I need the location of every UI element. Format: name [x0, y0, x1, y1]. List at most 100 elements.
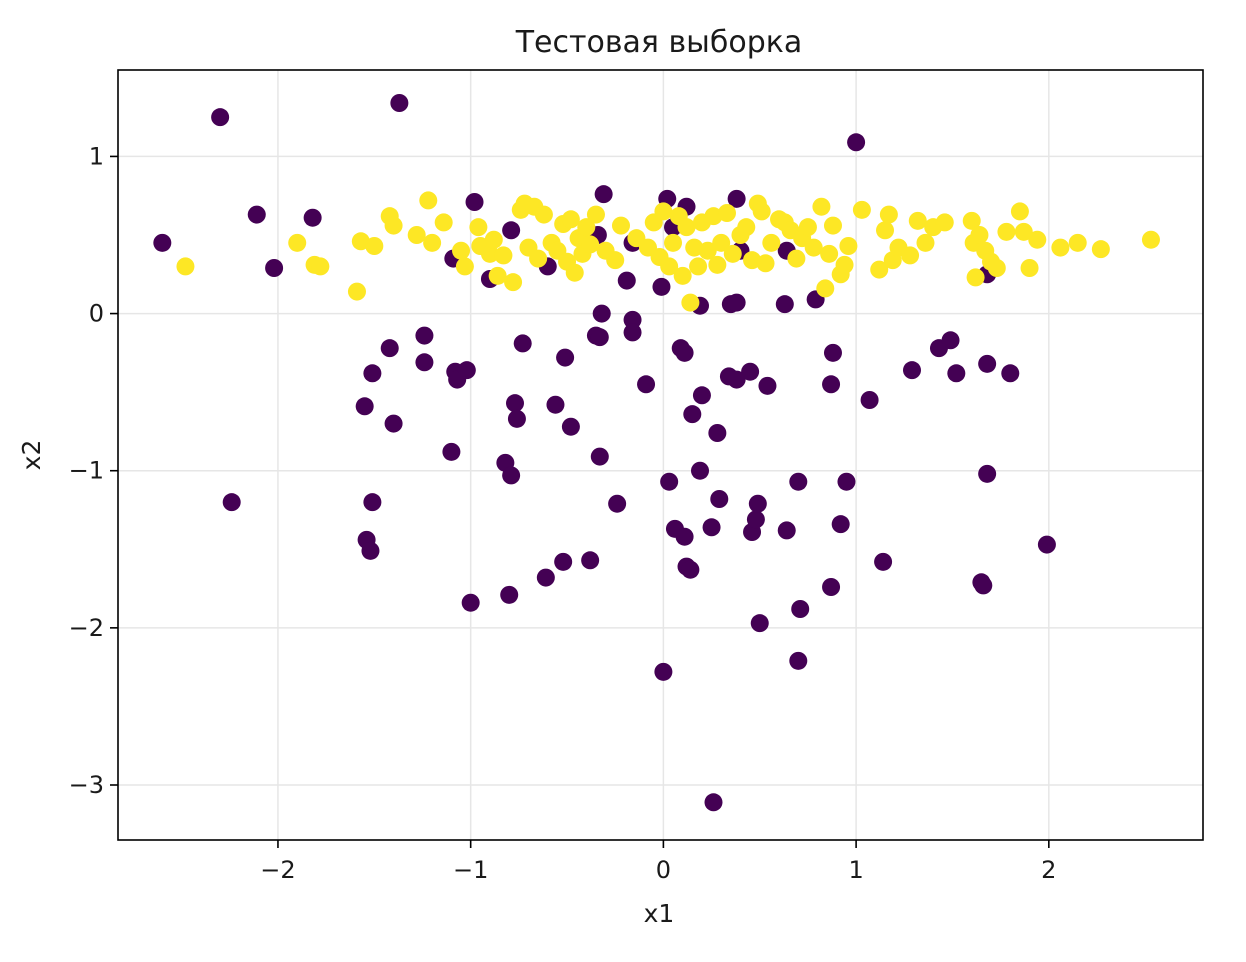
data-point: [153, 233, 172, 252]
data-point: [791, 600, 810, 618]
data-point: [816, 279, 835, 298]
data-point: [654, 202, 673, 221]
y-tick-label: −3: [69, 771, 104, 799]
data-point: [419, 191, 438, 210]
data-point: [935, 213, 954, 232]
data-point: [712, 233, 731, 252]
data-point: [681, 560, 700, 579]
data-point: [723, 244, 742, 263]
data-point: [546, 395, 565, 414]
data-point: [637, 375, 656, 394]
data-point: [623, 323, 642, 342]
data-point: [777, 521, 796, 540]
data-point: [380, 339, 399, 358]
data-point: [947, 364, 966, 383]
data-point: [494, 246, 513, 265]
data-point: [660, 472, 679, 491]
data-point: [288, 233, 307, 252]
y-axis-label: x2: [17, 440, 46, 471]
data-point: [384, 216, 403, 235]
x-axis-label: x1: [644, 899, 675, 928]
data-point: [363, 364, 382, 383]
data-point: [247, 205, 266, 224]
data-point: [997, 222, 1016, 241]
data-point: [452, 241, 471, 260]
data-point: [752, 202, 771, 221]
data-point: [789, 651, 808, 670]
y-tick-label: −2: [69, 614, 104, 642]
data-point: [708, 424, 727, 442]
data-point: [689, 257, 708, 276]
data-point: [852, 200, 871, 219]
data-point: [902, 361, 921, 380]
data-point: [870, 260, 889, 279]
data-point: [581, 551, 600, 570]
data-point: [798, 218, 817, 237]
data-point: [1010, 202, 1029, 221]
data-point: [685, 238, 704, 257]
data-point: [211, 108, 230, 127]
data-point: [611, 216, 630, 235]
data-point: [442, 442, 461, 461]
data-point: [1141, 230, 1160, 249]
x-tick-label: 1: [848, 856, 863, 884]
data-point: [390, 94, 409, 112]
data-point: [407, 226, 426, 244]
data-point: [704, 793, 723, 812]
data-point: [987, 259, 1006, 277]
data-point: [683, 405, 702, 424]
data-point: [698, 241, 717, 260]
data-point: [423, 233, 442, 252]
data-point: [1068, 233, 1087, 252]
data-point: [1051, 238, 1070, 257]
data-point: [702, 518, 721, 537]
data-point: [1014, 222, 1033, 241]
chart-title: Тестовая выборка: [515, 25, 803, 60]
data-point: [652, 277, 671, 296]
data-point: [529, 249, 548, 268]
data-point: [675, 527, 694, 546]
data-point: [556, 348, 575, 367]
y-tick-label: 0: [89, 300, 104, 328]
y-tick-label: 1: [89, 142, 104, 170]
data-point: [415, 353, 434, 372]
data-point: [727, 189, 746, 208]
data-point: [758, 376, 777, 395]
data-point: [384, 414, 403, 433]
data-point: [822, 578, 841, 596]
x-tick-label: −2: [260, 856, 295, 884]
data-point: [1028, 230, 1047, 249]
data-point: [966, 268, 985, 287]
data-point: [565, 263, 584, 282]
data-point: [974, 576, 993, 595]
data-point: [561, 210, 580, 229]
data-point: [704, 207, 723, 226]
data-point: [606, 251, 625, 270]
data-point: [681, 293, 700, 312]
data-point: [176, 257, 195, 276]
data-point: [265, 259, 284, 277]
x-tick-label: 2: [1041, 856, 1056, 884]
data-point: [465, 193, 484, 211]
data-point: [962, 211, 981, 230]
data-point: [504, 273, 523, 292]
data-point: [901, 246, 920, 265]
data-point: [741, 362, 760, 381]
data-point: [507, 409, 526, 428]
data-point: [484, 230, 503, 249]
data-point: [717, 204, 736, 222]
data-point: [691, 461, 710, 480]
axes: −2 −1 0 1 2 −3 −2 −1 0 1: [69, 69, 1204, 884]
data-point: [608, 494, 627, 513]
data-point: [363, 493, 382, 512]
data-point: [461, 593, 480, 612]
data-point: [457, 361, 476, 380]
data-point: [469, 218, 488, 237]
data-point: [660, 257, 679, 276]
data-point: [860, 391, 879, 409]
data-point: [1037, 535, 1056, 554]
data-point: [592, 304, 611, 323]
data-point: [775, 295, 794, 314]
data-point: [847, 133, 866, 152]
